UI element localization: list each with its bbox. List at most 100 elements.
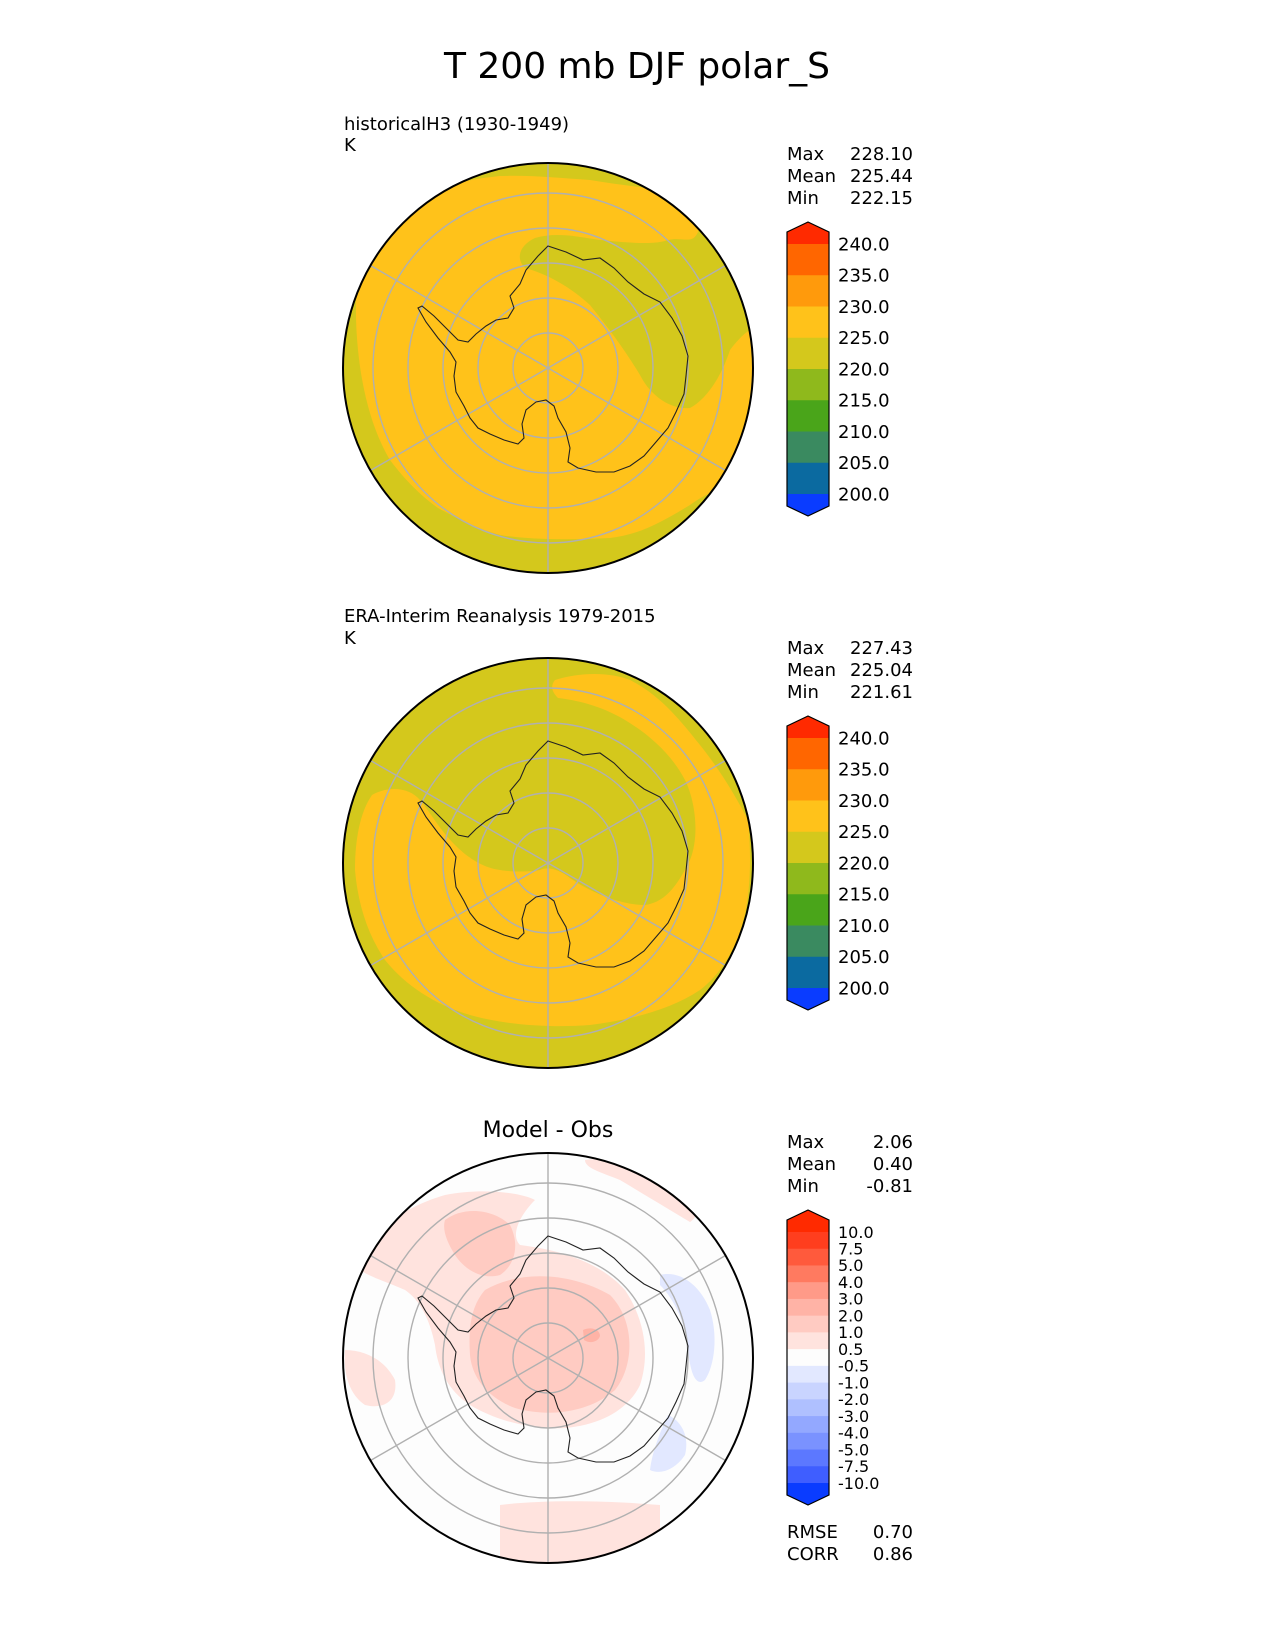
colorbar-bin: [787, 1315, 829, 1333]
polar-map: [343, 163, 753, 573]
colorbar-outline: [786, 221, 830, 517]
colorbar-tick-label: 200.0: [838, 978, 890, 999]
colorbar-tick-label: 1.0: [838, 1323, 863, 1342]
graticule: [370, 163, 726, 573]
colorbar-bin: [787, 1416, 829, 1434]
stat-value: -0.81: [866, 1176, 913, 1197]
colorbar-tick-label: 200.0: [838, 484, 890, 505]
colorbar-bin: [787, 894, 829, 926]
colorbar-tick-label: 225.0: [838, 328, 890, 349]
colorbar-tick-label: -0.5: [838, 1357, 869, 1376]
map-boundary: [342, 1152, 754, 1564]
colorbar-bin: [787, 1232, 829, 1250]
stat-label: Min: [787, 1176, 819, 1197]
colorbar-tick-label: -5.0: [838, 1440, 869, 1459]
colorbar-tick-label: 5.0: [838, 1256, 863, 1275]
colorbar-extend-min: [787, 988, 829, 1010]
colorbar: 240.0 235.0 230.0 225.0 220.0 215.0 210.0 205.0…: [786, 221, 890, 517]
colorbar-bin: [787, 1399, 829, 1417]
stat-value: 228.10: [850, 144, 913, 165]
colorbar-bin: [787, 462, 829, 495]
graticule: [370, 1153, 726, 1563]
colorbar-bin: [787, 1248, 829, 1266]
colorbar-tick-label: 240.0: [838, 728, 890, 749]
colorbar-tick-label: 3.0: [838, 1290, 863, 1309]
colorbar-bin: [787, 863, 829, 895]
colorbar-tick-label: 210.0: [838, 422, 890, 443]
map-boundary: [342, 162, 754, 574]
panel-reference: ERA-Interim Reanalysis 1979-2015 K Max 2…: [342, 606, 913, 1069]
graticule: [370, 658, 726, 1068]
stat-label: Max: [787, 638, 825, 659]
colorbar-bin: [787, 956, 829, 989]
metric-value: 0.86: [873, 1544, 913, 1565]
colorbar: 240.0 235.0 230.0 225.0 220.0 215.0 210.0 205.0…: [786, 715, 890, 1011]
colorbar-bin: [787, 275, 829, 307]
colorbar-bin: [787, 1449, 829, 1467]
colorbar-bin: [787, 1298, 829, 1317]
colorbar-extend-min: [787, 1483, 829, 1505]
colorbar-bin: [787, 1432, 829, 1451]
colorbar-tick-label: 215.0: [838, 391, 890, 412]
panel-subtitle: historicalH3 (1930-1949): [344, 114, 569, 135]
panel-difference: Model - Obs Max 2.06 Mean 0.40 Min: [342, 1118, 913, 1565]
colorbar-tick-label: 10.0: [838, 1223, 874, 1242]
stat-value: 221.61: [850, 682, 913, 703]
stat-value: 222.15: [850, 188, 913, 209]
colorbar-extend-min: [787, 494, 829, 516]
colorbar-bin: [787, 431, 829, 464]
stat-label: Max: [787, 1132, 825, 1153]
map-boundary: [342, 657, 754, 1069]
colorbar-tick-label: 7.5: [838, 1239, 863, 1258]
colorbar-tick-label: 205.0: [838, 453, 890, 474]
colorbar-bin: [787, 831, 829, 864]
colorbar-tick-label: 225.0: [838, 822, 890, 843]
colorbar-tick-label: -3.0: [838, 1407, 869, 1426]
stat-label: Mean: [787, 660, 836, 681]
colorbar-tick-label: 220.0: [838, 359, 890, 380]
colorbar-bin: [787, 1382, 829, 1400]
colorbar-bin: [787, 738, 829, 770]
colorbar-bin: [787, 800, 829, 833]
stat-label: Min: [787, 188, 819, 209]
colorbar-bin: [787, 400, 829, 432]
colorbar-bin: [787, 306, 829, 339]
stats-block: Max 227.43 Mean 225.04 Min 221.61: [787, 638, 913, 703]
colorbar-tick-label: -1.0: [838, 1373, 869, 1392]
colorbar-extend-max: [787, 716, 829, 738]
stats-block: Max 228.10 Mean 225.44 Min 222.15: [787, 144, 913, 209]
colorbar-tick-label: 2.0: [838, 1306, 863, 1325]
stat-label: Min: [787, 682, 819, 703]
colorbar-tick-label: 235.0: [838, 760, 890, 781]
colorbar-bin: [787, 1365, 829, 1384]
colorbar-tick-label: 220.0: [838, 853, 890, 874]
panel-units: K: [344, 628, 357, 649]
colorbar-extend-max: [787, 1210, 829, 1232]
colorbar-tick-label: -7.5: [838, 1457, 869, 1476]
colorbar-tick-label: 4.0: [838, 1273, 863, 1292]
stat-label: Max: [787, 144, 825, 165]
stat-value: 2.06: [873, 1132, 913, 1153]
colorbar-tick-label: -4.0: [838, 1424, 869, 1443]
figure-title: T 200 mb DJF polar_S: [443, 46, 830, 87]
colorbar-bin: [787, 1265, 829, 1283]
colorbar-bin: [787, 769, 829, 801]
stat-value: 225.44: [850, 166, 913, 187]
colorbar-tick-label: 230.0: [838, 791, 890, 812]
colorbar-tick-label: -2.0: [838, 1390, 869, 1409]
colorbar-tick-label: 205.0: [838, 947, 890, 968]
stat-value: 227.43: [850, 638, 913, 659]
colorbar-bin: [787, 1466, 829, 1484]
colorbar: 10.07.55.04.03.02.01.00.5-0.5-1.0-2.0-3.…: [786, 1209, 879, 1506]
metric-label: RMSE: [787, 1522, 838, 1543]
metric-value: 0.70: [873, 1522, 913, 1543]
colorbar-bin: [787, 1332, 829, 1350]
metrics-block: RMSE 0.70 CORR 0.86: [787, 1522, 913, 1565]
panel-subtitle: ERA-Interim Reanalysis 1979-2015: [344, 606, 656, 627]
panel-units: K: [344, 135, 357, 156]
colorbar-outline: [786, 1209, 830, 1506]
stat-label: Mean: [787, 166, 836, 187]
colorbar-bin: [787, 337, 829, 370]
colorbar-extend-max: [787, 222, 829, 244]
